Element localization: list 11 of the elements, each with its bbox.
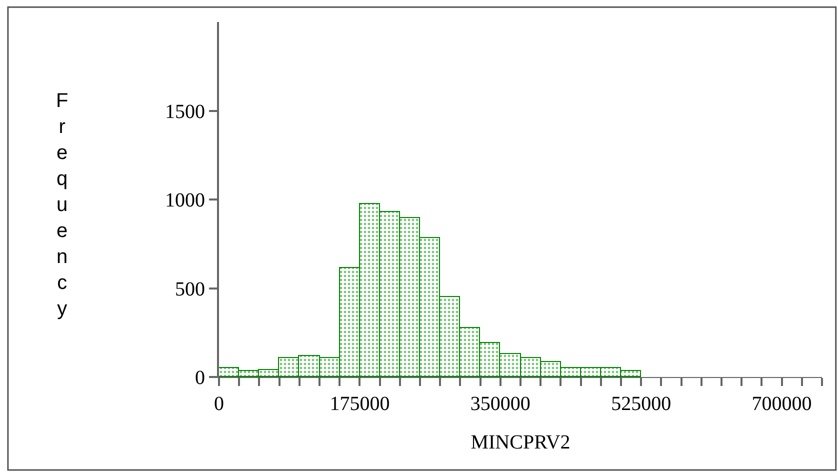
y-tick-label: 500	[175, 278, 205, 300]
x-tick-label: 0	[214, 393, 224, 415]
y-tick-label: 0	[195, 367, 205, 389]
x-tick-label: 525000	[611, 393, 672, 415]
x-tick-label: 350000	[470, 393, 530, 415]
x-tick-label: 175000	[330, 393, 390, 415]
text: Frequency	[56, 90, 68, 320]
x-axis-title: MINCPRV2	[470, 432, 570, 454]
y-tick-label: 1000	[165, 190, 205, 212]
x-tick-label: 700000	[752, 393, 812, 415]
y-tick-label: 1500	[165, 100, 205, 123]
